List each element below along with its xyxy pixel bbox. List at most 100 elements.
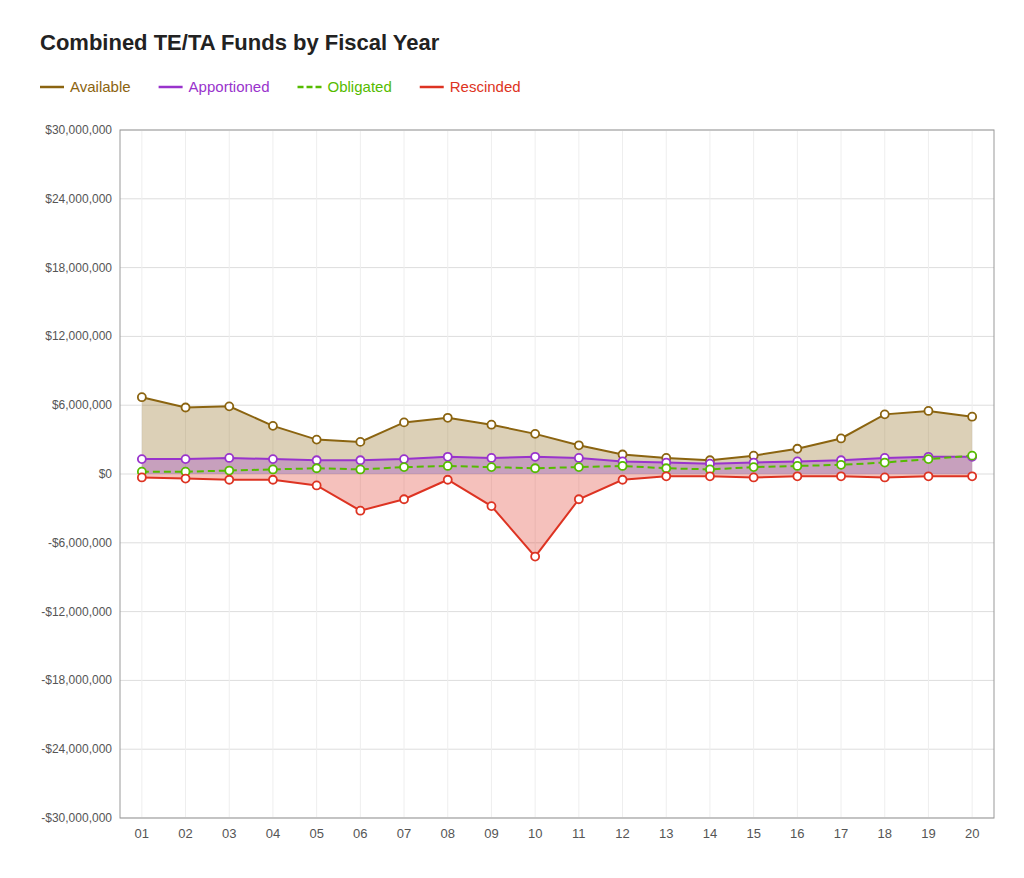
data <box>138 393 976 560</box>
y-grid-line <box>120 336 994 337</box>
marker <box>138 393 146 401</box>
marker <box>924 455 932 463</box>
x-tick-label: 06 <box>353 826 367 841</box>
marker <box>313 464 321 472</box>
marker <box>225 476 233 484</box>
legend-swatch <box>159 86 183 89</box>
marker <box>881 459 889 467</box>
marker <box>750 463 758 471</box>
marker <box>837 472 845 480</box>
marker <box>182 455 190 463</box>
x-tick-label: 05 <box>309 826 323 841</box>
marker <box>313 436 321 444</box>
marker <box>313 456 321 464</box>
marker <box>444 462 452 470</box>
legend-label: Available <box>70 78 131 95</box>
marker <box>706 472 714 480</box>
marker <box>531 430 539 438</box>
marker <box>182 403 190 411</box>
marker <box>269 422 277 430</box>
marker <box>619 462 627 470</box>
y-grid-line <box>120 542 994 543</box>
title: Combined TE/TA Funds by Fiscal Year <box>40 30 440 55</box>
x-tick-label: 16 <box>790 826 804 841</box>
area <box>142 397 972 474</box>
line <box>142 457 972 464</box>
marker <box>400 495 408 503</box>
marker <box>793 472 801 480</box>
chart: Combined TE/TA Funds by Fiscal Year -$30,… <box>0 0 1024 878</box>
legend-swatch <box>40 86 64 89</box>
marker <box>313 481 321 489</box>
marker <box>662 464 670 472</box>
marker <box>400 463 408 471</box>
marker <box>924 472 932 480</box>
x-tick-label: 07 <box>397 826 411 841</box>
line <box>142 456 972 472</box>
marker <box>225 467 233 475</box>
marker <box>269 465 277 473</box>
marker <box>619 476 627 484</box>
marker <box>968 472 976 480</box>
marker <box>138 473 146 481</box>
marker <box>575 441 583 449</box>
marker <box>662 472 670 480</box>
marker <box>225 402 233 410</box>
x-tick-label: 19 <box>921 826 935 841</box>
x-tick-label: 13 <box>659 826 673 841</box>
marker <box>225 454 233 462</box>
marker <box>444 476 452 484</box>
y-tick-label: $24,000,000 <box>45 192 112 206</box>
grid <box>120 130 994 818</box>
x-tick-label: 02 <box>178 826 192 841</box>
marker <box>182 475 190 483</box>
line <box>142 397 972 460</box>
x-tick-label: 03 <box>222 826 236 841</box>
marker <box>575 454 583 462</box>
legend-swatch <box>420 86 444 89</box>
marker <box>750 473 758 481</box>
y-tick-label: -$18,000,000 <box>41 673 112 687</box>
marker <box>269 476 277 484</box>
legend: AvailableApportionedObligatedRescinded <box>40 78 521 95</box>
x-tick-label: 18 <box>878 826 892 841</box>
y-tick-label: -$30,000,000 <box>41 811 112 825</box>
marker <box>487 421 495 429</box>
marker <box>575 495 583 503</box>
axes: -$30,000,000-$24,000,000-$18,000,000-$12… <box>41 123 994 841</box>
marker <box>793 462 801 470</box>
y-tick-label: $6,000,000 <box>52 398 112 412</box>
x-tick-label: 08 <box>441 826 455 841</box>
x-tick-label: 01 <box>135 826 149 841</box>
y-grid-line <box>120 405 994 406</box>
y-tick-label: -$24,000,000 <box>41 742 112 756</box>
legend-label: Apportioned <box>189 78 270 95</box>
x-tick-label: 10 <box>528 826 542 841</box>
y-grid-line <box>120 680 994 681</box>
marker <box>269 455 277 463</box>
area <box>142 474 972 557</box>
x-tick-label: 11 <box>572 826 586 841</box>
marker <box>356 465 364 473</box>
x-tick-label: 14 <box>703 826 717 841</box>
y-grid-line <box>120 611 994 612</box>
marker <box>487 502 495 510</box>
marker <box>837 461 845 469</box>
marker <box>968 452 976 460</box>
marker <box>487 463 495 471</box>
marker <box>924 407 932 415</box>
legend-label: Rescinded <box>450 78 521 95</box>
marker <box>400 455 408 463</box>
marker <box>881 473 889 481</box>
marker <box>356 456 364 464</box>
marker <box>400 418 408 426</box>
marker <box>356 507 364 515</box>
x-tick-label: 12 <box>615 826 629 841</box>
x-tick-label: 09 <box>484 826 498 841</box>
y-tick-label: -$6,000,000 <box>48 536 112 550</box>
marker <box>968 413 976 421</box>
x-tick-label: 17 <box>834 826 848 841</box>
line <box>142 476 972 556</box>
y-tick-label: $18,000,000 <box>45 261 112 275</box>
marker <box>881 410 889 418</box>
